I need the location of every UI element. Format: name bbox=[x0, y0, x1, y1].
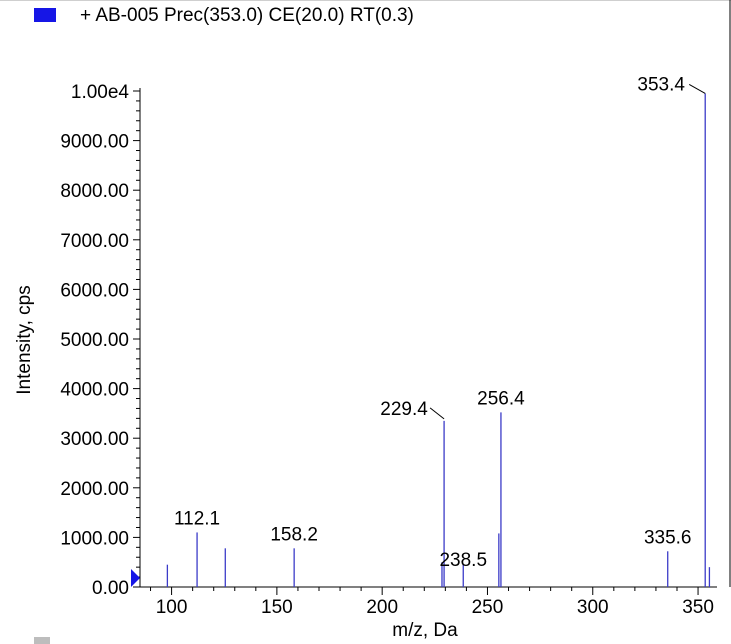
y-tick-label: 0.00 bbox=[92, 578, 129, 599]
x-tick-label: 150 bbox=[261, 597, 293, 618]
y-tick-label: 5000.00 bbox=[60, 330, 129, 351]
peak-label: 229.4 bbox=[380, 399, 428, 420]
x-tick-label: 350 bbox=[682, 597, 714, 618]
peak-label: 256.4 bbox=[477, 388, 525, 409]
y-tick-label: 1000.00 bbox=[60, 528, 129, 549]
legend-label: + AB-005 Prec(353.0) CE(20.0) RT(0.3) bbox=[80, 5, 414, 26]
x-tick-label: 250 bbox=[472, 597, 504, 618]
y-zero-marker bbox=[131, 569, 140, 587]
y-tick-label: 7000.00 bbox=[60, 231, 129, 252]
legend-swatch bbox=[34, 8, 56, 22]
y-tick-label: 2000.00 bbox=[60, 479, 129, 500]
peak-label: 112.1 bbox=[174, 508, 220, 529]
y-axis-title: Intensity, cps bbox=[14, 285, 35, 394]
y-tick-label: 4000.00 bbox=[60, 380, 129, 401]
y-tick-label: 8000.00 bbox=[60, 181, 129, 202]
peak-label: 353.4 bbox=[637, 74, 685, 95]
y-tick-label: 9000.00 bbox=[60, 132, 129, 153]
peak-labels: 112.1 158.2 229.4 238.5 256.4 335.6 353.4 bbox=[174, 74, 706, 571]
y-tick-label: 6000.00 bbox=[60, 280, 129, 301]
x-tick-label: 100 bbox=[156, 597, 188, 618]
x-axis-title: m/z, Da bbox=[392, 620, 458, 641]
y-tick-label: 3000.00 bbox=[60, 429, 129, 450]
top-border bbox=[0, 0, 731, 1]
peak-label: 335.6 bbox=[644, 527, 692, 548]
peaks bbox=[166, 93, 711, 587]
axes: 0.00 1000.00 2000.00 3000.00 4000.00 5000.00 6… bbox=[60, 0, 731, 618]
x-tick-label: 300 bbox=[577, 597, 609, 618]
bottom-legend-swatch bbox=[34, 637, 50, 644]
peak-label: 238.5 bbox=[439, 550, 487, 571]
peak-leader-line bbox=[688, 84, 706, 94]
peak-label: 158.2 bbox=[270, 524, 318, 545]
y-tick-label: 1.00e4 bbox=[71, 82, 130, 103]
peak-leader-line bbox=[429, 407, 445, 420]
x-tick-label: 200 bbox=[366, 597, 398, 618]
